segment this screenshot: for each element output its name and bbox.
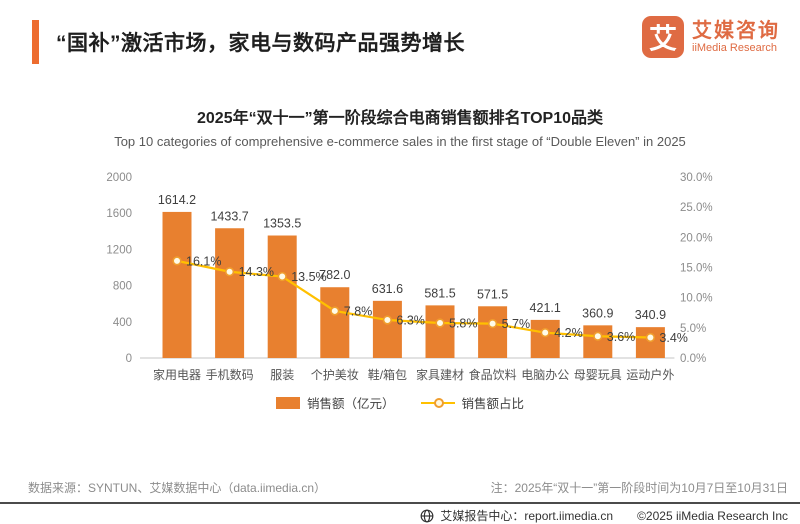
- data-source-text: 数据来源：SYNTUN、艾媒数据中心（data.iimedia.cn）: [28, 481, 327, 495]
- svg-text:0: 0: [126, 353, 132, 365]
- svg-text:25.0%: 25.0%: [680, 202, 713, 214]
- svg-text:360.9: 360.9: [582, 306, 613, 320]
- chart-title: 2025年“双十一”第一阶段综合电商销售额排名TOP10品类: [197, 110, 603, 127]
- svg-text:鞋/箱包: 鞋/箱包: [368, 367, 407, 382]
- svg-text:400: 400: [113, 317, 132, 329]
- logo-brand-en: iiMedia Research: [692, 41, 777, 54]
- svg-text:1200: 1200: [106, 244, 132, 256]
- iimedia-logo: 艾 艾媒咨询 iiMedia Research: [642, 16, 780, 58]
- chart-subtitle: Top 10 categories of comprehensive e-com…: [114, 134, 686, 149]
- note-text: 注：2025年“双十一”第一阶段时间为10月7日至10月31日: [490, 481, 788, 495]
- svg-text:电脑办公: 电脑办公: [521, 367, 569, 382]
- globe-icon: [420, 509, 434, 522]
- svg-text:2000: 2000: [106, 172, 132, 184]
- svg-text:1433.7: 1433.7: [210, 209, 248, 223]
- title-accent-bar: [32, 20, 39, 64]
- svg-text:6.3%: 6.3%: [396, 313, 425, 327]
- svg-text:10.0%: 10.0%: [680, 293, 713, 305]
- combo-chart: 0 400 800 1200 1600 2000 0.0% 5.0% 10.0% 15.0% 20.…: [106, 172, 713, 382]
- svg-text:631.6: 631.6: [372, 282, 403, 296]
- svg-text:5.0%: 5.0%: [680, 323, 706, 335]
- svg-text:1600: 1600: [106, 208, 132, 220]
- legend-item-share: 销售额占比: [420, 393, 525, 412]
- iimedia-logo-icon: 艾: [642, 16, 684, 58]
- svg-text:5.7%: 5.7%: [502, 317, 530, 331]
- legend-label-sales: 销售额（亿元）: [306, 397, 395, 411]
- svg-text:家具建材: 家具建材: [416, 367, 464, 382]
- svg-text:30.0%: 30.0%: [680, 172, 713, 184]
- svg-text:家用电器: 家用电器: [153, 367, 201, 382]
- footer-divider: [0, 502, 800, 504]
- svg-text:运动户外: 运动户外: [626, 367, 674, 382]
- svg-text:13.5%: 13.5%: [291, 270, 326, 284]
- svg-text:340.9: 340.9: [635, 308, 666, 322]
- footer-bottom-bar: 艾媒报告中心：report.iimedia.cn ©2025 iiMedia R…: [420, 507, 788, 524]
- svg-text:个护美妆: 个护美妆: [311, 368, 359, 382]
- svg-text:手机数码: 手机数码: [206, 367, 254, 382]
- logo-brand-cn: 艾媒咨询: [692, 19, 780, 42]
- svg-text:1614.2: 1614.2: [158, 193, 196, 207]
- svg-text:3.6%: 3.6%: [607, 330, 636, 344]
- bar-series-swatch-icon: [275, 396, 300, 409]
- chart-legend: 销售额（亿元） 销售额占比: [0, 393, 800, 412]
- svg-text:14.3%: 14.3%: [239, 265, 274, 279]
- svg-text:800: 800: [113, 281, 132, 293]
- svg-text:食品饮料: 食品饮料: [469, 367, 517, 382]
- svg-text:20.0%: 20.0%: [680, 232, 713, 244]
- report-center-text: 艾媒报告中心：report.iimedia.cn: [440, 509, 614, 523]
- svg-text:15.0%: 15.0%: [680, 263, 713, 275]
- svg-text:571.5: 571.5: [477, 287, 508, 301]
- svg-text:5.8%: 5.8%: [449, 317, 478, 331]
- logo-text: 艾媒咨询 iiMedia Research: [692, 20, 780, 54]
- svg-text:421.1: 421.1: [530, 301, 561, 315]
- legend-label-share: 销售额占比: [461, 397, 525, 411]
- svg-text:581.5: 581.5: [424, 286, 455, 300]
- svg-text:0.0%: 0.0%: [680, 353, 706, 365]
- svg-text:7.8%: 7.8%: [344, 304, 373, 318]
- svg-text:1353.5: 1353.5: [263, 217, 301, 231]
- svg-text:服装: 服装: [270, 368, 294, 382]
- svg-text:782.0: 782.0: [319, 268, 350, 282]
- header: “国补”激活市场，家电与数码产品强势增长: [32, 20, 465, 64]
- svg-text:16.1%: 16.1%: [186, 254, 221, 268]
- copyright-text: ©2025 iiMedia Research Inc: [637, 508, 788, 523]
- line-series-swatch-icon: [420, 397, 455, 408]
- svg-text:3.4%: 3.4%: [659, 331, 688, 345]
- svg-text:母婴玩具: 母婴玩具: [574, 368, 622, 382]
- svg-text:4.2%: 4.2%: [554, 326, 583, 340]
- legend-item-sales: 销售额（亿元）: [275, 393, 395, 412]
- page-title: “国补”激活市场，家电与数码产品强势增长: [56, 32, 465, 55]
